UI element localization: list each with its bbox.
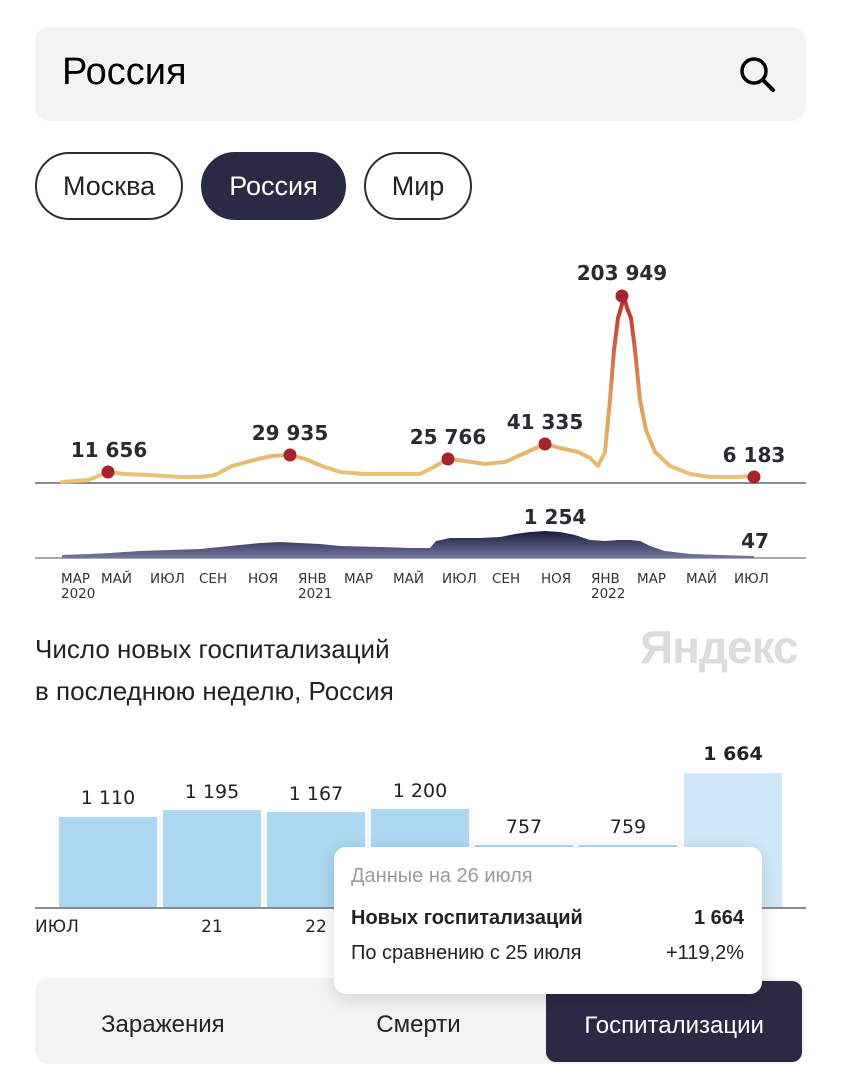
- svg-text:2020: 2020: [61, 586, 95, 602]
- peak-label: 11 656: [71, 438, 148, 462]
- deaths-peak-label: 47: [741, 529, 769, 553]
- bar-value-label-selected: 1 664: [703, 743, 763, 765]
- peak-label: 25 766: [410, 425, 487, 449]
- pill-world[interactable]: Мир: [363, 152, 473, 220]
- bar-value-label: 1 167: [289, 783, 343, 805]
- svg-text:СЕН: СЕН: [199, 571, 227, 587]
- tooltip-row-new: Новых госпитализаций 1 664: [351, 907, 744, 929]
- svg-text:МАР: МАР: [637, 571, 666, 587]
- svg-text:ИЮЛ: ИЮЛ: [734, 571, 769, 587]
- pill-russia[interactable]: Россия: [201, 152, 346, 220]
- search-field[interactable]: Россия: [35, 27, 806, 121]
- search-icon[interactable]: [736, 53, 778, 95]
- svg-text:ИЮЛ: ИЮЛ: [150, 571, 185, 587]
- bar-tooltip: Данные на 26 июля Новых госпитализаций 1…: [334, 847, 762, 994]
- tooltip-row-compare: По сравнению с 25 июля +119,2%: [351, 942, 744, 964]
- cases-line: [60, 294, 756, 484]
- peak-marker: [747, 470, 761, 484]
- svg-text:ЯНВ: ЯНВ: [298, 571, 327, 587]
- pill-moscow[interactable]: Москва: [35, 152, 184, 220]
- yandex-logo: Яндекс: [640, 621, 799, 673]
- bar-x-label: 22: [305, 917, 327, 937]
- svg-text:ЯНВ: ЯНВ: [591, 571, 620, 587]
- x-axis: МАР 2020 МАЙ ИЮЛ СЕН НОЯ ЯНВ 2021 МАР МА…: [61, 569, 769, 602]
- cases-deaths-chart[interactable]: 11 656 29 935 25 766 41 335 203 949 6 18…: [0, 250, 841, 610]
- svg-text:СЕН: СЕН: [492, 571, 520, 587]
- peak-marker: [283, 448, 297, 462]
- svg-text:2022: 2022: [591, 586, 625, 602]
- bar[interactable]: [163, 810, 261, 908]
- bar-value-label: 757: [506, 816, 542, 838]
- tab-deaths[interactable]: Смерти: [376, 1011, 461, 1038]
- bar-x-label: 21: [201, 917, 223, 937]
- tooltip-date: Данные на 26 июля: [351, 865, 533, 887]
- bar-value-label: 1 110: [81, 787, 135, 809]
- peak-label: 203 949: [577, 261, 667, 285]
- bar-value-label: 759: [610, 816, 646, 838]
- peak-marker: [441, 452, 455, 466]
- peak-label: 41 335: [507, 410, 584, 434]
- svg-text:2021: 2021: [298, 586, 332, 602]
- search-input[interactable]: Россия: [62, 51, 187, 93]
- svg-text:МАЙ: МАЙ: [686, 569, 717, 587]
- peak-label: 29 935: [252, 421, 329, 445]
- svg-text:МАЙ: МАЙ: [101, 569, 132, 587]
- svg-text:МАЙ: МАЙ: [393, 569, 424, 587]
- svg-text:МАР: МАР: [344, 571, 373, 587]
- svg-text:МАР: МАР: [61, 571, 90, 587]
- peak-marker: [538, 437, 552, 451]
- tab-infections[interactable]: Заражения: [101, 1011, 225, 1038]
- peak-marker: [101, 465, 115, 479]
- bar-value-label: 1 200: [393, 780, 447, 802]
- peak-label: 6 183: [723, 443, 786, 467]
- deaths-peak-label: 1 254: [524, 505, 587, 529]
- bar[interactable]: [59, 817, 157, 908]
- svg-text:ИЮЛ: ИЮЛ: [442, 571, 477, 587]
- peak-marker: [615, 289, 629, 303]
- bar-x-label: ИЮЛ: [35, 917, 79, 937]
- deaths-area: [62, 531, 754, 558]
- region-selector: Москва Россия Мир: [35, 152, 473, 220]
- bar-value-label: 1 195: [185, 781, 239, 803]
- section-title: Число новых госпитализаций в последнюю н…: [35, 634, 394, 706]
- svg-text:НОЯ: НОЯ: [541, 571, 571, 587]
- tab-hospitalizations[interactable]: Госпитализации: [546, 981, 803, 1062]
- svg-text:НОЯ: НОЯ: [248, 571, 278, 587]
